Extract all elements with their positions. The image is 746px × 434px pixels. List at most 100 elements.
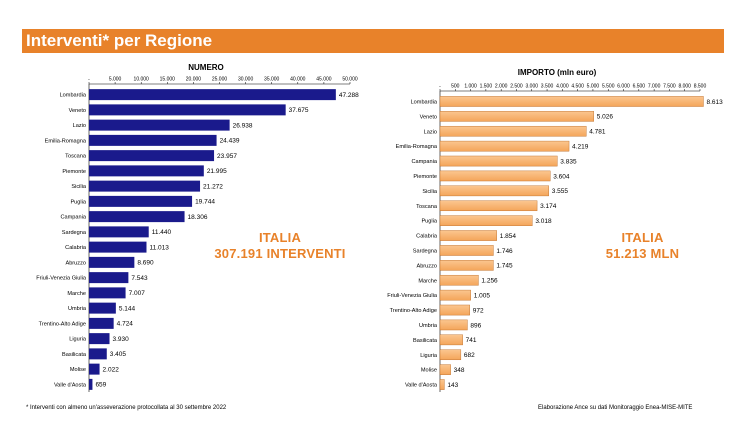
- importo-bar-molise: [439, 364, 451, 375]
- numero-category-label-abruzzo: Abruzzo: [65, 260, 86, 266]
- importo-category-label-piemonte: Piemonte: [413, 174, 437, 180]
- numero-value-label-valle-d-aosta: 659: [95, 382, 106, 389]
- importo-value-label-campania: 3.835: [560, 158, 577, 165]
- importo-bar-lombardia: [439, 96, 704, 107]
- importo-bar-sardegna: [439, 245, 494, 256]
- numero-category-label-veneto: Veneto: [69, 108, 86, 114]
- importo-category-label-marche: Marche: [418, 278, 437, 284]
- importo-tick-label: 5.500: [602, 84, 615, 90]
- importo-summary: ITALIA 51.213 MLN: [575, 230, 710, 262]
- numero-chart-title: NUMERO: [188, 63, 224, 72]
- numero-category-label-liguria: Liguria: [69, 337, 87, 343]
- numero-value-label-campania: 18.306: [188, 214, 208, 221]
- numero-value-label-emilia-romagna: 24.439: [220, 138, 240, 145]
- numero-bar-sardegna: [89, 226, 149, 238]
- importo-bar-valle-d-aosta: [439, 379, 445, 390]
- importo-value-label-valle-d-aosta: 143: [447, 382, 458, 389]
- numero-value-label-basilicata: 3.405: [110, 351, 127, 358]
- numero-value-label-lombardia: 47.288: [339, 92, 359, 99]
- numero-category-label-campania: Campania: [61, 215, 87, 221]
- importo-value-label-emilia-romagna: 4.219: [572, 143, 589, 150]
- importo-bar-basilicata: [439, 334, 463, 346]
- page-title-banner: Interventi* per Regione: [22, 29, 724, 53]
- importo-bar-piemonte: [439, 170, 551, 182]
- importo-bar-abruzzo: [439, 260, 494, 271]
- importo-value-label-puglia: 3.018: [535, 218, 552, 225]
- importo-value-label-friuli-venezia-giulia: 1.005: [474, 292, 491, 299]
- importo-value-label-basilicata: 741: [466, 337, 477, 344]
- numero-tick-label: 45.000: [316, 77, 332, 83]
- importo-tick-label: 6.500: [633, 84, 646, 90]
- numero-value-label-veneto: 37.675: [289, 107, 309, 114]
- numero-value-label-marche: 7.007: [129, 290, 146, 297]
- importo-category-label-friuli-venezia-giulia: Friuli-Venezia Giulia: [387, 293, 438, 299]
- importo-category-label-veneto: Veneto: [420, 114, 437, 120]
- importo-tick-label: 7.000: [648, 84, 661, 90]
- numero-category-label-sardegna: Sardegna: [62, 230, 87, 236]
- numero-tick-label: 40.000: [290, 77, 306, 83]
- importo-category-label-lombardia: Lombardia: [411, 99, 438, 105]
- importo-tick-label: 8.500: [694, 84, 707, 90]
- numero-category-label-piemonte: Piemonte: [62, 169, 86, 175]
- numero-bar-umbria: [89, 302, 116, 314]
- numero-value-label-molise: 2.022: [103, 366, 120, 373]
- numero-category-label-emilia-romagna: Emilia-Romagna: [45, 138, 87, 144]
- numero-tick-label: -: [88, 77, 90, 83]
- numero-bar-puglia: [89, 195, 193, 207]
- numero-category-label-basilicata: Basilicata: [62, 352, 87, 358]
- numero-tick-label: 30.000: [238, 77, 254, 83]
- importo-tick-label: -: [439, 84, 441, 90]
- importo-tick-label: 2.500: [510, 84, 523, 90]
- importo-category-label-toscana: Toscana: [416, 204, 438, 210]
- importo-bar-toscana: [439, 200, 538, 212]
- importo-bar-puglia: [439, 215, 533, 226]
- importo-tick-label: 7.500: [663, 84, 676, 90]
- importo-value-label-umbria: 896: [470, 322, 481, 329]
- numero-bar-emilia-romagna: [89, 134, 217, 146]
- numero-tick-label: 50.000: [342, 77, 358, 83]
- numero-value-label-sicilia: 21.272: [203, 183, 223, 190]
- numero-tick-label: 20.000: [186, 77, 202, 83]
- numero-bar-veneto: [89, 104, 286, 116]
- numero-tick-label: 15.000: [160, 77, 176, 83]
- importo-bar-friuli-venezia-giulia: [439, 289, 471, 301]
- importo-category-label-sardegna: Sardegna: [413, 248, 438, 254]
- importo-category-label-molise: Molise: [421, 368, 437, 374]
- importo-tick-label: 4.000: [556, 84, 569, 90]
- importo-bar-calabria: [439, 230, 497, 241]
- numero-bar-toscana: [89, 150, 215, 162]
- numero-category-label-friuli-venezia-giulia: Friuli-Venezia Giulia: [36, 276, 87, 282]
- importo-tick-label: 500: [451, 84, 460, 90]
- importo-category-label-campania: Campania: [412, 159, 438, 165]
- importo-tick-label: 6.000: [617, 84, 630, 90]
- numero-value-label-piemonte: 21.995: [207, 168, 227, 175]
- importo-bar-trentino-alto-adige: [439, 304, 470, 316]
- numero-value-label-puglia: 19.744: [195, 199, 215, 206]
- numero-bar-molise: [89, 363, 100, 375]
- importo-value-label-sardegna: 1.746: [496, 248, 513, 255]
- importo-bar-campania: [439, 155, 558, 167]
- numero-bar-basilicata: [89, 348, 107, 360]
- importo-value-label-sicilia: 3.555: [552, 188, 569, 195]
- numero-bar-campania: [89, 211, 185, 223]
- numero-category-label-toscana: Toscana: [65, 154, 87, 160]
- numero-tick-label: 5.000: [109, 77, 122, 83]
- numero-category-label-trentino-alto-adige: Trentino-Alto Adige: [39, 321, 86, 327]
- numero-value-label-abruzzo: 8.690: [137, 260, 154, 267]
- numero-summary-line1: ITALIA: [258, 230, 302, 245]
- importo-category-label-emilia-romagna: Emilia-Romagna: [396, 144, 438, 150]
- numero-summary: ITALIA 307.191 INTERVENTI: [200, 230, 360, 262]
- importo-tick-label: 3.500: [541, 84, 554, 90]
- importo-bar-emilia-romagna: [439, 140, 570, 152]
- numero-bar-valle-d-aosta: [89, 378, 93, 390]
- numero-value-label-sardegna: 11.440: [152, 229, 172, 236]
- importo-tick-label: 8.000: [678, 84, 691, 90]
- importo-tick-label: 1.000: [464, 84, 477, 90]
- importo-category-label-sicilia: Sicilia: [422, 189, 437, 195]
- numero-category-label-molise: Molise: [70, 367, 86, 373]
- importo-value-label-piemonte: 3.604: [553, 173, 570, 180]
- importo-value-label-molise: 348: [454, 367, 465, 374]
- numero-bar-piemonte: [89, 165, 204, 177]
